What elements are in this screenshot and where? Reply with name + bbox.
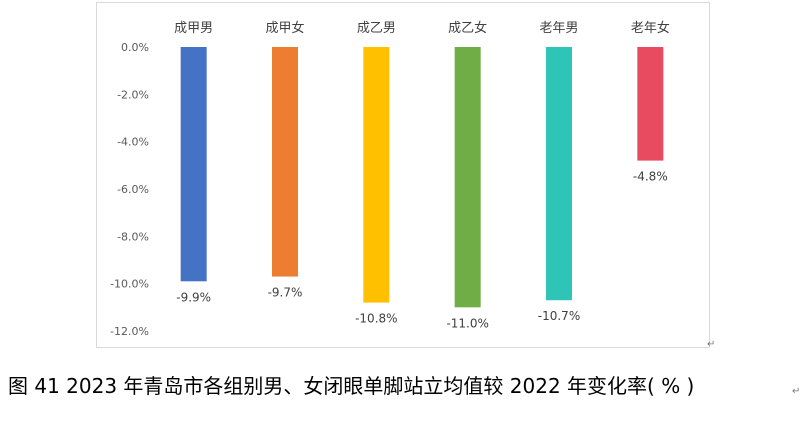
data-label: -10.7% [538,309,580,323]
paragraph-mark: ↵ [792,386,801,397]
category-label: 老年男 [539,21,578,36]
bar [546,47,572,301]
category-label: 成乙女 [448,20,487,36]
category-label: 成甲男 [174,21,213,36]
y-tick-label: -4.0% [117,136,149,149]
category-label: 成甲女 [265,20,304,36]
category-label: 老年女 [631,20,670,36]
data-label: -9.7% [268,286,303,300]
y-tick-label: -12.0% [110,325,149,338]
y-tick-label: -6.0% [117,183,149,196]
data-label: -9.9% [176,290,211,304]
bar [454,47,481,308]
bar [272,47,298,277]
y-tick-label: 0.0% [121,41,149,54]
y-tick-label: -8.0% [117,230,149,243]
bar [180,47,207,282]
figure-caption: 图 41 2023 年青岛市各组别男、女闭眼单脚站立均值较 2022 年变化率(… [8,374,695,398]
y-tick-label: -2.0% [117,88,149,101]
chart-frame: 0.0% -2.0% -4.0% -6.0% -8.0% -10.0% -12.0% 成甲男 -… [96,2,710,348]
y-tick-label: -10.0% [110,278,149,291]
bar [363,47,390,303]
data-label: -4.8% [633,170,668,184]
paragraph-mark: ↵ [707,339,716,350]
bar-chart: 0.0% -2.0% -4.0% -6.0% -8.0% -10.0% -12.0% 成甲男 -… [110,20,670,338]
category-label: 成乙男 [357,21,396,36]
data-label: -11.0% [446,316,488,330]
bar [637,47,664,161]
data-label: -10.8% [355,312,397,326]
